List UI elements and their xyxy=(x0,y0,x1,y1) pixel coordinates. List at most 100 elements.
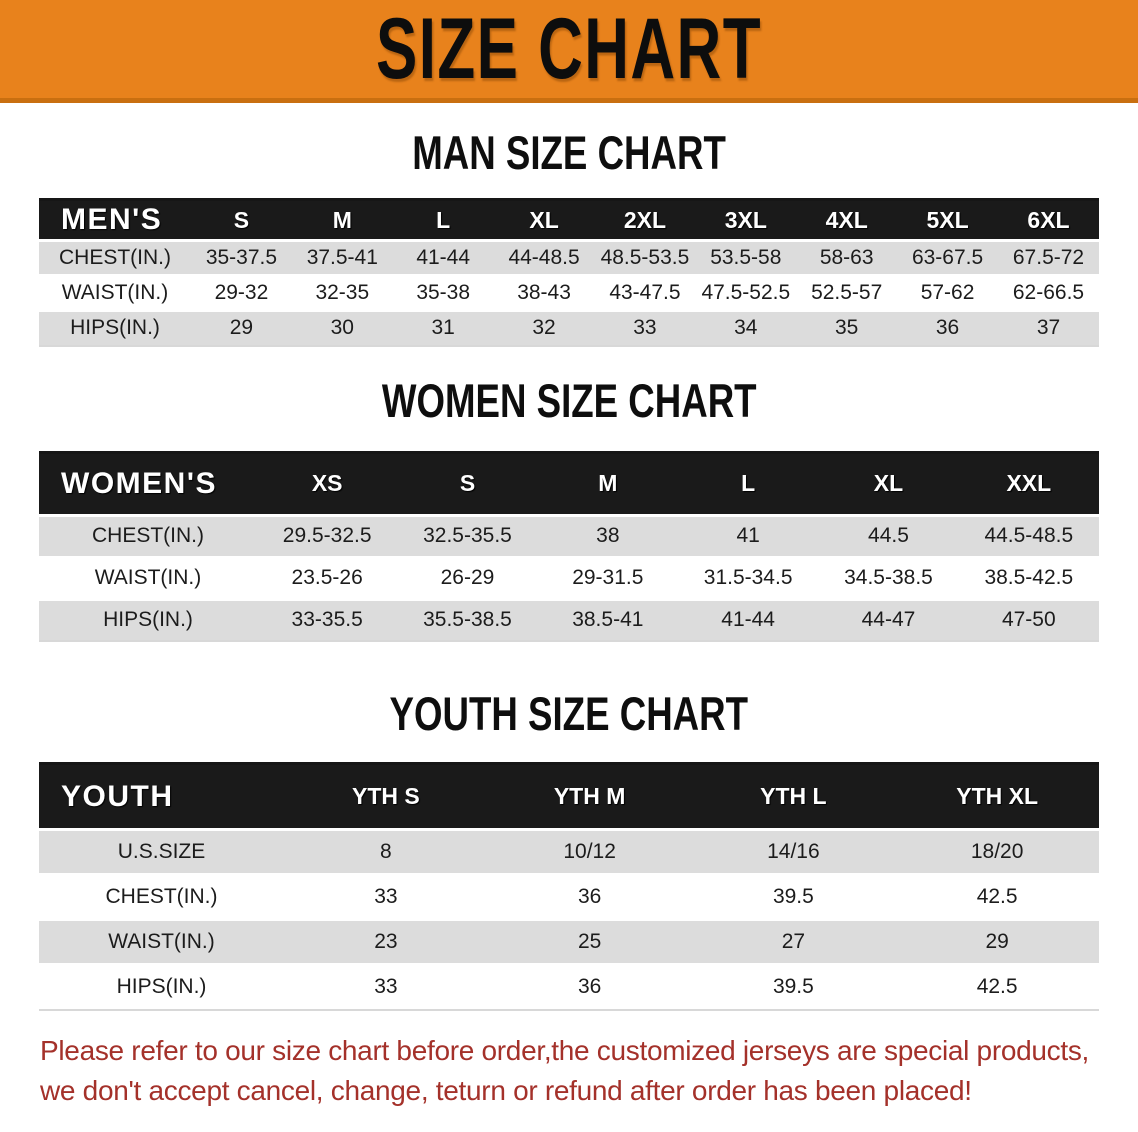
measurement-value: 27 xyxy=(781,930,806,953)
size-column-header: 5XL xyxy=(926,206,969,233)
measurement-value: 29 xyxy=(229,316,254,340)
measurement-value: 41-44 xyxy=(416,246,471,269)
table-group-label: YOUTH xyxy=(61,779,174,813)
measurement-value: 32.5-35.5 xyxy=(423,524,512,547)
size-column-header: 6XL xyxy=(1027,206,1070,233)
size-column-header: M xyxy=(598,470,618,496)
women-size-section: WOMEN SIZE CHART WOMEN'S XS S M L XL XXL CHEST(… xyxy=(0,373,1138,642)
measurement-value: 8 xyxy=(380,840,392,863)
table-group-label: WOMEN'S xyxy=(61,466,217,500)
size-column-header: YTH L xyxy=(760,783,827,809)
size-column-header: S xyxy=(233,206,250,233)
measurement-value: 38-43 xyxy=(517,281,571,304)
measurement-value: 34 xyxy=(734,316,758,340)
measurement-row: CHEST(IN.) 29.5-32.5 32.5-35.5 38 41 44.5 44.5… xyxy=(39,515,1099,557)
size-column-header: XS xyxy=(311,470,343,496)
measurement-value: 34.5-38.5 xyxy=(844,566,933,589)
size-column-header: YTH XL xyxy=(956,783,1039,809)
measurement-value: 44.5-48.5 xyxy=(984,524,1074,547)
measurement-value: 48.5-53.5 xyxy=(600,246,690,269)
measurement-value: 18/20 xyxy=(970,840,1024,863)
measurement-value: 38 xyxy=(596,524,620,547)
size-column-header: L xyxy=(436,206,451,233)
measurement-value: 35 xyxy=(835,316,859,340)
measurement-value: 53.5-58 xyxy=(710,246,782,269)
measurement-value: 42.5 xyxy=(976,885,1018,908)
measurement-value: 36 xyxy=(935,316,960,340)
measurement-value: 36 xyxy=(577,975,602,999)
measurement-value: 36 xyxy=(577,885,602,908)
measurement-value: 39.5 xyxy=(772,885,814,908)
measurement-value: 44.5 xyxy=(868,524,909,547)
measurement-label: WAIST(IN.) xyxy=(108,930,215,953)
measurement-value: 31 xyxy=(431,316,455,340)
measurement-label: CHEST(IN.) xyxy=(92,524,204,547)
size-header-row: MEN'S S M L XL 2XL 3XL 4XL 5XL 6XL xyxy=(39,199,1099,241)
measurement-value: 39.5 xyxy=(772,975,814,999)
order-disclaimer: Please refer to our size chart before or… xyxy=(40,1031,1100,1111)
disclaimer-line-1: Please refer to our size chart before or… xyxy=(40,1034,1090,1066)
measurement-value: 26-29 xyxy=(440,566,495,589)
measurement-value: 38.5-41 xyxy=(572,608,644,632)
size-column-header: YTH S xyxy=(352,783,420,809)
measurement-value: 14/16 xyxy=(767,840,820,863)
measurement-value: 29-32 xyxy=(214,281,269,304)
measurement-label: HIPS(IN.) xyxy=(103,608,193,632)
measurement-value: 33 xyxy=(633,316,657,340)
women-section-heading: WOMEN SIZE CHART xyxy=(381,373,757,427)
measurement-row: HIPS(IN.) 33 36 39.5 42.5 xyxy=(39,964,1099,1010)
measurement-value: 47.5-52.5 xyxy=(701,281,791,304)
youth-size-table: YOUTH YTH S YTH M YTH L YTH XL U.S.SIZE 8 10/12… xyxy=(39,762,1099,1011)
size-column-header: 4XL xyxy=(825,206,868,233)
measurement-value: 37.5-41 xyxy=(306,246,378,269)
measurement-value: 33 xyxy=(374,975,398,999)
measurement-value: 47-50 xyxy=(1001,608,1056,632)
measurement-value: 32-35 xyxy=(315,281,370,304)
disclaimer-line-2: we don't accept cancel, change, teturn o… xyxy=(40,1074,972,1106)
measurement-value: 35-37.5 xyxy=(205,246,278,269)
measurement-label: U.S.SIZE xyxy=(117,840,206,863)
measurement-value: 62-66.5 xyxy=(1012,281,1085,304)
measurement-value: 29-31.5 xyxy=(572,566,644,589)
measurement-row: WAIST(IN.) 23.5-26 26-29 29-31.5 31.5-34.5 34… xyxy=(39,557,1099,599)
measurement-value: 44-48.5 xyxy=(508,246,580,269)
size-chart-banner: SIZE CHART xyxy=(0,0,1138,103)
size-column-header: S xyxy=(459,470,476,496)
measurement-label: CHEST(IN.) xyxy=(105,885,218,908)
size-column-header: XL xyxy=(529,206,559,233)
measurement-value: 33 xyxy=(374,885,398,908)
measurement-value: 32 xyxy=(532,316,556,340)
men-size-table: MEN'S S M L XL 2XL 3XL 4XL 5XL 6XL CHEST(IN.) 35-37… xyxy=(39,198,1099,347)
measurement-value: 52.5-57 xyxy=(811,281,883,304)
measurement-value: 41 xyxy=(736,524,760,547)
table-group-label: MEN'S xyxy=(61,203,163,236)
size-column-header: XXL xyxy=(1006,470,1052,496)
size-column-header: L xyxy=(741,470,756,496)
measurement-value: 33-35.5 xyxy=(291,608,363,632)
measurement-value: 30 xyxy=(330,316,354,340)
measurement-value: 43-47.5 xyxy=(609,281,681,304)
measurement-value: 38.5-42.5 xyxy=(984,566,1074,589)
size-header-row: YOUTH YTH S YTH M YTH L YTH XL xyxy=(39,763,1099,830)
women-size-table: WOMEN'S XS S M L XL XXL CHEST(IN.) 29.5-32.5 32.5… xyxy=(39,450,1099,642)
size-column-header: M xyxy=(332,206,352,233)
measurement-value: 29.5-32.5 xyxy=(282,524,372,547)
measurement-row: HIPS(IN.) 29 30 31 32 33 34 35 36 37 xyxy=(39,310,1099,346)
measurement-value: 42.5 xyxy=(976,975,1018,999)
measurement-value: 10/12 xyxy=(563,840,616,863)
measurement-row: WAIST(IN.) 29-32 32-35 35-38 38-43 43-47.5 47.… xyxy=(39,275,1099,311)
measurement-value: 25 xyxy=(577,930,602,953)
measurement-value: 23 xyxy=(374,930,398,953)
measurement-value: 23.5-26 xyxy=(291,566,363,589)
youth-size-section: YOUTH SIZE CHART YOUTH YTH S YTH M YTH L YTH… xyxy=(0,690,1138,1011)
measurement-label: HIPS(IN.) xyxy=(116,975,207,999)
measurement-value: 29 xyxy=(985,930,1009,953)
measurement-row: U.S.SIZE 8 10/12 14/16 18/20 xyxy=(39,829,1099,875)
measurement-value: 63-67.5 xyxy=(911,246,984,269)
measurement-row: WAIST(IN.) 23 25 27 29 xyxy=(39,919,1099,965)
size-column-header: XL xyxy=(873,470,904,496)
size-header-row: WOMEN'S XS S M L XL XXL xyxy=(39,452,1099,515)
men-size-section: MAN SIZE CHART MEN'S S M L XL 2XL 3XL 4XL 5XL 6XL… xyxy=(0,129,1138,347)
measurement-row: CHEST(IN.) 33 36 39.5 42.5 xyxy=(39,874,1099,920)
measurement-value: 37 xyxy=(1036,316,1061,340)
